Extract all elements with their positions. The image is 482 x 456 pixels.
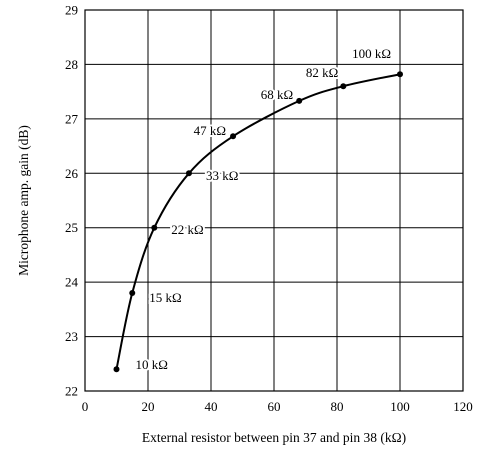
data-point-label-6: 82 kΩ [306, 65, 338, 80]
y-tick-label-2: 24 [65, 275, 79, 290]
y-tick-label-6: 28 [65, 57, 78, 72]
x-tick-label-5: 100 [390, 399, 410, 414]
data-point-label-0: 10 kΩ [136, 357, 168, 372]
x-axis-label: External resistor between pin 37 and pin… [142, 430, 406, 445]
x-tick-label-2: 40 [205, 399, 218, 414]
y-tick-label-3: 25 [65, 220, 78, 235]
y-tick-label-5: 27 [65, 111, 79, 126]
x-tick-labels: 0 20 40 60 80 100 120 [82, 399, 473, 414]
x-tick-label-6: 120 [453, 399, 473, 414]
x-tick-label-0: 0 [82, 399, 89, 414]
data-point-0 [113, 366, 120, 373]
data-point-label-7: 100 kΩ [352, 46, 391, 61]
y-tick-label-7: 29 [65, 3, 78, 18]
data-point-7 [397, 71, 403, 78]
data-point-4 [230, 133, 237, 140]
y-tick-label-1: 23 [65, 329, 78, 344]
data-point-5 [296, 97, 303, 104]
data-point-3 [185, 170, 192, 177]
data-point-label-5: 68 kΩ [261, 87, 293, 102]
y-tick-labels: 22 23 24 25 26 27 28 29 [65, 3, 79, 399]
y-tick-label-0: 22 [65, 384, 78, 399]
data-point-label-4: 47 kΩ [194, 123, 226, 138]
data-point-label-2: 22 kΩ [171, 222, 203, 237]
plot-frame [84, 9, 464, 392]
x-tick-label-1: 20 [142, 399, 155, 414]
x-tick-label-3: 60 [268, 399, 281, 414]
data-point-2 [151, 224, 158, 231]
x-tick-label-4: 80 [331, 399, 344, 414]
data-point-6 [340, 83, 347, 90]
data-points [113, 71, 403, 373]
data-point-1 [129, 290, 136, 297]
data-point-label-1: 15 kΩ [149, 290, 181, 305]
y-axis-label: Microphone amp. gain (dB) [16, 125, 31, 276]
y-tick-label-4: 26 [65, 166, 79, 181]
data-point-labels: 10 kΩ 15 kΩ 22 kΩ 33 kΩ 47 kΩ 68 kΩ 82 kΩ 100 k… [134, 44, 394, 374]
data-point-label-3: 33 kΩ [206, 168, 238, 183]
